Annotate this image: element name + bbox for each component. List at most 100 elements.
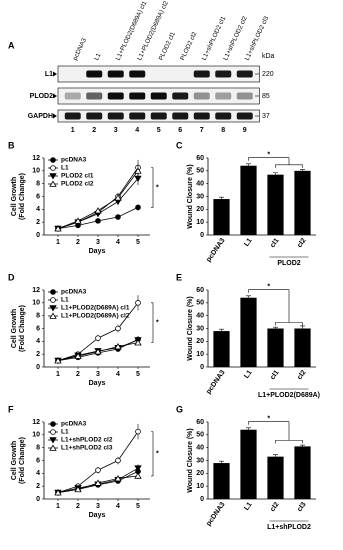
lane-number: 1	[71, 127, 75, 134]
band	[172, 112, 189, 120]
band	[86, 92, 103, 100]
legend-marker	[50, 421, 56, 427]
legend-label: L1+PLOD2(D689A) cl2	[61, 313, 130, 320]
y-axis-title: (Fold Change)	[19, 305, 26, 352]
x-tick-label: L1	[243, 237, 253, 248]
data-point	[95, 467, 101, 473]
data-point	[115, 457, 121, 464]
x-tick-label: 2	[76, 239, 80, 246]
significance-mark: *	[267, 152, 270, 159]
panel-label: C	[176, 140, 183, 150]
y-tick-label: 60	[196, 287, 204, 294]
legend-label: L1+shPLOD2 cl3	[61, 445, 113, 452]
bar	[240, 165, 257, 235]
legend-label: pcDNA3	[61, 157, 87, 164]
y-tick-label: 6	[36, 457, 40, 464]
mw-marker: 37	[262, 113, 270, 120]
y-tick-label: 2	[36, 351, 40, 358]
x-tick-label: 2	[76, 503, 80, 510]
y-tick-label: 10	[196, 483, 204, 490]
group-label: L1+PLOD2(D689A)	[258, 392, 320, 399]
data-point	[135, 204, 141, 211]
data-point	[134, 167, 142, 174]
lane-number: 7	[200, 127, 204, 134]
lane-number: 4	[135, 127, 139, 134]
legend-label: L1	[61, 297, 69, 304]
legend-marker	[50, 157, 56, 163]
legend-label: L1	[61, 429, 69, 436]
y-tick-label: 30	[196, 457, 204, 464]
y-tick-label: 60	[196, 419, 204, 426]
x-tick-label: pcDNA3	[205, 501, 226, 527]
data-point	[74, 485, 82, 493]
error-bar	[273, 172, 278, 175]
y-tick-label: 30	[196, 325, 204, 332]
x-tick-label: pcDNA3	[205, 369, 226, 395]
band	[215, 112, 232, 120]
significance-mark: *	[156, 320, 159, 327]
significance-bracket	[248, 289, 290, 323]
y-tick-label: 50	[196, 300, 204, 307]
mw-marker: 85	[262, 93, 270, 100]
y-tick-label: 0	[200, 232, 204, 239]
x-axis-title: Days	[89, 248, 106, 255]
group-bracket	[275, 164, 303, 168]
data-point	[95, 218, 101, 224]
band	[150, 112, 167, 120]
unit-label: kDa	[262, 53, 275, 60]
y-tick-label: 0	[200, 364, 204, 371]
y-tick-label: 40	[196, 181, 204, 188]
band	[107, 112, 124, 120]
data-point	[135, 300, 141, 306]
y-tick-label: 8	[36, 445, 40, 452]
data-point	[94, 207, 102, 214]
error-bar	[300, 169, 305, 171]
data-point	[134, 465, 142, 472]
band	[150, 92, 167, 100]
band	[236, 70, 253, 78]
error-bar	[246, 163, 251, 166]
y-tick-label: 0	[200, 496, 204, 503]
row-label: L1	[45, 71, 53, 78]
y-tick-label: 2	[36, 219, 40, 226]
group-label: PLOD2	[277, 260, 300, 267]
lane-number: 9	[243, 127, 247, 134]
data-point	[54, 489, 62, 496]
band	[193, 112, 210, 120]
panel-label: G	[176, 404, 183, 414]
legend-marker	[49, 173, 57, 180]
x-tick-label: cl2	[269, 501, 280, 513]
significance-mark: *	[267, 416, 270, 423]
x-tick-label: 5	[136, 239, 140, 246]
legend-marker	[49, 180, 57, 187]
data-point	[94, 348, 102, 355]
panel-label: E	[176, 272, 182, 282]
y-axis-title: Wound Closure (%)	[187, 296, 194, 360]
data-point	[95, 335, 101, 341]
row-label: PLOD2	[30, 93, 53, 100]
data-point	[114, 342, 122, 350]
bar	[294, 446, 311, 499]
y-tick-label: 0	[36, 364, 40, 371]
legend-marker	[49, 312, 57, 319]
bar	[267, 328, 284, 367]
error-bar	[246, 295, 251, 298]
y-tick-label: 10	[32, 300, 40, 307]
band	[193, 70, 210, 78]
bar	[213, 463, 230, 499]
y-tick-label: 20	[196, 338, 204, 345]
y-tick-label: 20	[196, 206, 204, 213]
panel-label: D	[8, 272, 15, 282]
band	[107, 92, 124, 100]
legend-marker	[49, 437, 57, 444]
y-axis-title: Cell Growth	[11, 177, 18, 216]
significance-mark: *	[156, 451, 159, 458]
x-tick-label: L1	[243, 369, 253, 380]
y-axis-title: Wound Closure (%)	[187, 164, 194, 228]
y-tick-label: 12	[32, 287, 40, 294]
bar	[213, 199, 230, 235]
bar	[240, 297, 257, 367]
row-arrow	[53, 71, 57, 77]
lane-number: 5	[157, 127, 161, 134]
legend-label: L1	[61, 165, 69, 172]
